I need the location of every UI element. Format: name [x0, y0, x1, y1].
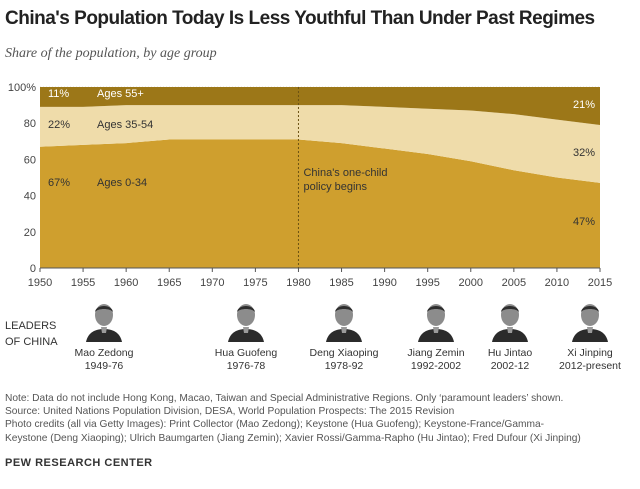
- portrait-icon: [414, 300, 458, 342]
- y-tick-label: 80: [24, 118, 36, 130]
- annotation-text: policy begins: [303, 181, 367, 193]
- end-value-label: 32%: [573, 147, 595, 159]
- portrait-icon: [82, 300, 126, 342]
- x-tick-label: 1960: [114, 277, 138, 289]
- leader-jiang: Jiang Zemin 1992-2002: [396, 300, 476, 373]
- leaders-label: LEADERS OF CHINA: [5, 320, 58, 348]
- x-tick-label: 1980: [286, 277, 310, 289]
- leader-xi: Xi Jinping 2012-present: [550, 300, 630, 373]
- x-tick-label: 2005: [502, 277, 526, 289]
- chart-subtitle: Share of the population, by age group: [5, 46, 217, 61]
- note-text: Note: Data do not include Hong Kong, Mac…: [5, 393, 564, 404]
- start-value-label: 22%: [48, 119, 70, 131]
- end-value-label: 47%: [573, 216, 595, 228]
- chart-notes: Note: Data do not include Hong Kong, Mac…: [5, 392, 637, 445]
- leader-deng: Deng Xiaoping 1978-92: [304, 300, 384, 373]
- leader-hua: Hua Guofeng 1976-78: [206, 300, 286, 373]
- annotation-text: China's one-child: [303, 167, 387, 179]
- leader-portrait-icon: [414, 300, 458, 342]
- end-value-label: 21%: [573, 99, 595, 111]
- y-tick-label: 40: [24, 191, 36, 203]
- start-value-label: 67%: [48, 177, 70, 189]
- y-tick-label: 20: [24, 227, 36, 239]
- annotation: China's one-child policy begins: [297, 87, 388, 268]
- leader-portrait-icon: [322, 300, 366, 342]
- x-tick-label: 2015: [588, 277, 612, 289]
- axes: 0 20 40 60 80 100% 1950 1955 1960 1965 1970 1975 198…: [8, 82, 612, 289]
- x-tick-label: 2000: [459, 277, 483, 289]
- series-labels: 67% Ages 0-34 22% Ages 35-54 11% Ages 55+ 47% 3…: [48, 88, 595, 228]
- x-tick-label: 1950: [28, 277, 52, 289]
- x-tick-label: 1990: [372, 277, 396, 289]
- x-tick-label: 1965: [157, 277, 181, 289]
- x-tick-label: 1985: [329, 277, 353, 289]
- leader-hu: Hu Jintao 2002-12: [470, 300, 550, 373]
- x-tick-label: 1995: [415, 277, 439, 289]
- portrait-icon: [488, 300, 532, 342]
- series-name-label: Ages 55+: [97, 88, 144, 100]
- x-tick-label: 1970: [200, 277, 224, 289]
- y-tick-label: 60: [24, 154, 36, 166]
- start-value-label: 11%: [48, 88, 69, 100]
- leader-portrait-icon: [488, 300, 532, 342]
- portrait-icon: [322, 300, 366, 342]
- area-series: [40, 87, 600, 268]
- photo-credits-line-2: Keystone (Deng Xiaoping); Ulrich Baumgar…: [5, 432, 581, 444]
- y-tick-label: 0: [30, 263, 36, 275]
- leader-portrait-icon: [82, 300, 126, 342]
- x-tick-label: 2010: [545, 277, 569, 289]
- portrait-icon: [224, 300, 268, 342]
- area-ages-0-34: [40, 139, 600, 268]
- series-name-label: Ages 0-34: [97, 177, 147, 189]
- source-text: Source: United Nations Population Divisi…: [5, 406, 455, 418]
- area-ages-55-: [40, 87, 600, 126]
- source-org-logo-text: PEW RESEARCH CENTER: [5, 457, 153, 469]
- chart-title: China's Population Today Is Less Youthfu…: [5, 8, 595, 29]
- x-tick-label: 1955: [71, 277, 95, 289]
- leader-portrait-icon: [224, 300, 268, 342]
- leader-mao: Mao Zedong 1949-76: [64, 300, 144, 373]
- leader-portrait-icon: [568, 300, 612, 342]
- y-tick-label: 100%: [8, 82, 36, 94]
- area-chart: China's one-child policy begins 0 20 40 60 80…: [8, 82, 612, 289]
- x-tick-label: 1975: [243, 277, 267, 289]
- area-ages-35-54: [40, 105, 600, 183]
- photo-credits-line-1: Photo credits (all via Getty Images): Pr…: [5, 419, 545, 431]
- portrait-icon: [568, 300, 612, 342]
- series-name-label: Ages 35-54: [97, 119, 153, 131]
